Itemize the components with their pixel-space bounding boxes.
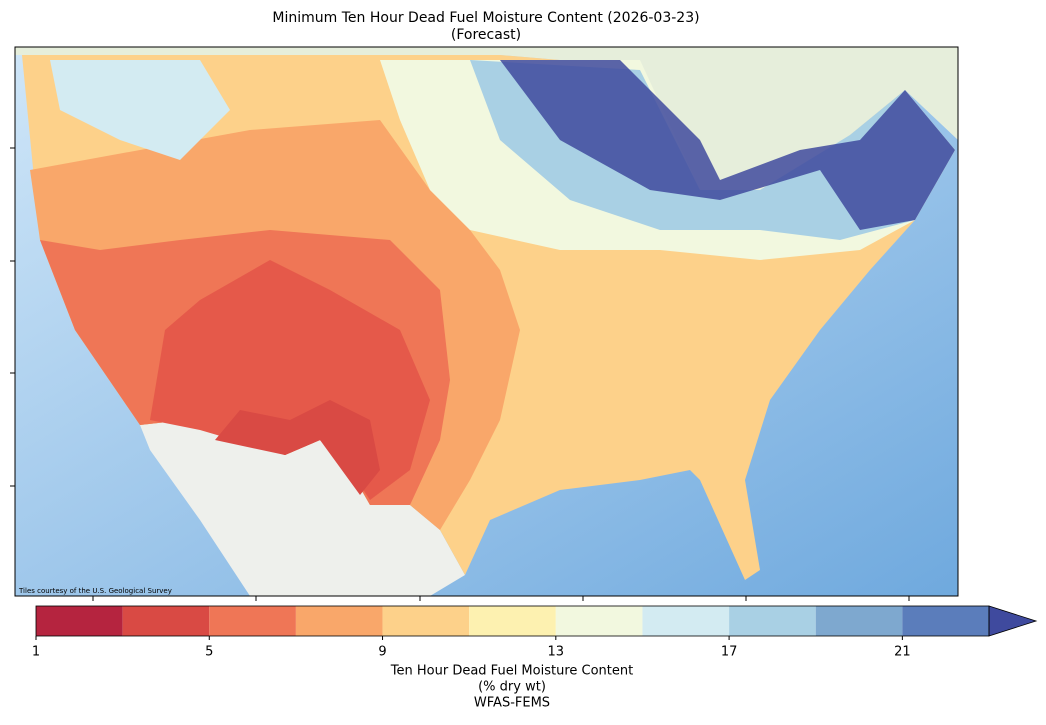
colorbar-bin xyxy=(209,606,296,636)
colorbar-bin xyxy=(729,606,816,636)
colorbar-tick-label: 17 xyxy=(721,645,738,660)
mexico xyxy=(140,420,465,596)
colorbar-bin xyxy=(295,606,383,636)
colorbar-label: WFAS-FEMS xyxy=(474,696,550,711)
colorbar-tick-label: 21 xyxy=(894,645,911,660)
title-line: (Forecast) xyxy=(451,27,521,43)
colorbar-bin xyxy=(902,606,989,636)
map-area: Tiles courtesy of the U.S. Geological Su… xyxy=(15,47,958,596)
colorbar-bin xyxy=(642,606,730,636)
map-frame xyxy=(14,46,959,597)
colorbar-label: (% dry wt) xyxy=(478,680,546,695)
colorbar-bin xyxy=(555,606,643,636)
colorbar: 1 5 9 13 17 21 xyxy=(32,605,1038,660)
region xyxy=(50,60,230,160)
colorbar-bin xyxy=(36,606,123,636)
colorbar-tick-label: 1 xyxy=(32,645,40,660)
colorbar-bin xyxy=(382,606,470,636)
region xyxy=(215,400,380,495)
colorbar-bin xyxy=(469,606,556,636)
axis-ticks xyxy=(10,147,910,601)
colorbar-frame xyxy=(35,605,990,637)
colorbar-extend xyxy=(988,605,1038,637)
region xyxy=(500,60,955,230)
canada xyxy=(15,47,958,205)
colorbar-bin xyxy=(815,606,903,636)
colorbar-tick-label: 9 xyxy=(378,645,386,660)
attribution: Tiles courtesy of the U.S. Geological Su… xyxy=(18,587,172,595)
colorbar-tick-label: 13 xyxy=(548,645,565,660)
title-line: Minimum Ten Hour Dead Fuel Moisture Cont… xyxy=(272,10,699,26)
colorbar-tick-label: 5 xyxy=(205,645,213,660)
colorbar-label: Ten Hour Dead Fuel Moisture Content xyxy=(390,664,633,679)
colorbar-bin xyxy=(122,606,210,636)
